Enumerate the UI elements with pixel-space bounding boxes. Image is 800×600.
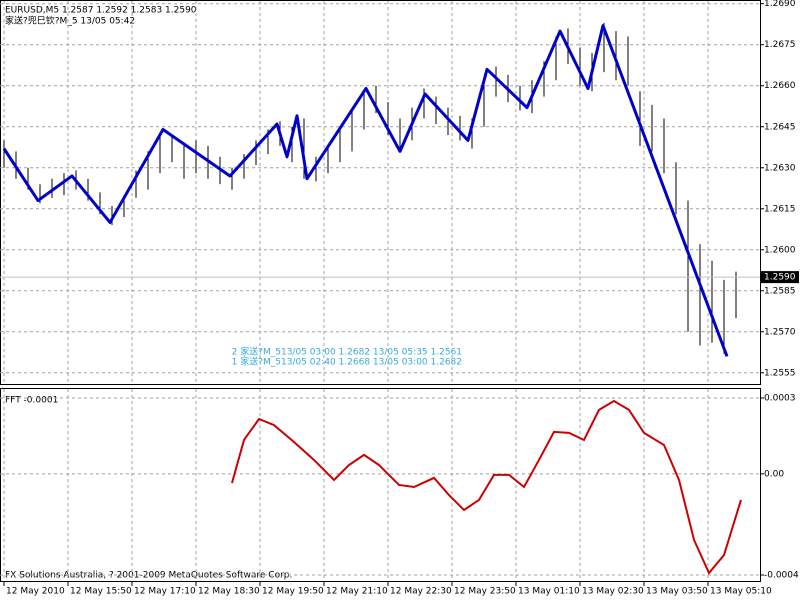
indicator-pane	[0, 388, 761, 582]
current-price-label: 1.2590	[764, 273, 796, 283]
x-tick-label: 13 May 01:10	[518, 587, 580, 597]
x-tick-label: 12 May 21:10	[326, 587, 388, 597]
current-price-box	[761, 271, 799, 284]
y-tick-label: 0.0003	[764, 394, 796, 404]
y-tick-label: 1.2600	[764, 245, 796, 255]
chart-subtitle: 家送?兜巳钦?M_5 13/05 05:42	[5, 15, 135, 27]
y-tick-label: 1.2630	[764, 163, 796, 173]
x-tick-label: 12 May 22:30	[390, 587, 452, 597]
y-tick-label: 1.2675	[764, 40, 796, 50]
y-tick-label: 1.2555	[764, 368, 796, 378]
zigzag-line	[2, 24, 729, 357]
x-tick-label: 12 May 18:30	[198, 587, 260, 597]
fft-line	[231, 399, 742, 575]
y-tick-label: 1.2615	[764, 204, 796, 214]
indicator-title: FFT -0.0001	[5, 396, 58, 406]
chart-title: EURUSD,M5 1.2587 1.2592 1.2583 1.2590	[5, 6, 197, 16]
x-tick-label: 13 May 02:30	[582, 587, 644, 597]
x-tick-label: 12 May 17:10	[134, 587, 196, 597]
y-tick-label: 1.2585	[764, 286, 796, 296]
x-tick-label: 13 May 03:50	[646, 587, 708, 597]
x-tick-label: 13 May 05:10	[710, 587, 772, 597]
y-tick-label: 1.2690	[764, 0, 796, 9]
y-tick-label: 1.2645	[764, 122, 796, 132]
x-tick-label: 12 May 23:50	[454, 587, 516, 597]
footer: FX Solutions Australia, ? 2001-2009 Meta…	[5, 571, 292, 581]
y-tick-label: 1.2570	[764, 327, 796, 337]
y-tick-label: -0.0004	[764, 571, 799, 581]
y-tick-label: 0.00	[764, 469, 784, 479]
x-tick-label: 12 May 2010	[6, 587, 65, 597]
y-tick-label: 1.2660	[764, 81, 796, 91]
price-pane	[0, 0, 761, 385]
annotation: 2 家送?M_513/05 03:00 1.2682 13/05 05:35 1…	[232, 346, 462, 358]
x-tick-label: 12 May 15:50	[70, 587, 132, 597]
annotation: 1 家送?M_513/05 02:40 1.2668 13/05 03:00 1…	[232, 356, 462, 368]
x-tick-label: 12 May 19:50	[262, 587, 324, 597]
